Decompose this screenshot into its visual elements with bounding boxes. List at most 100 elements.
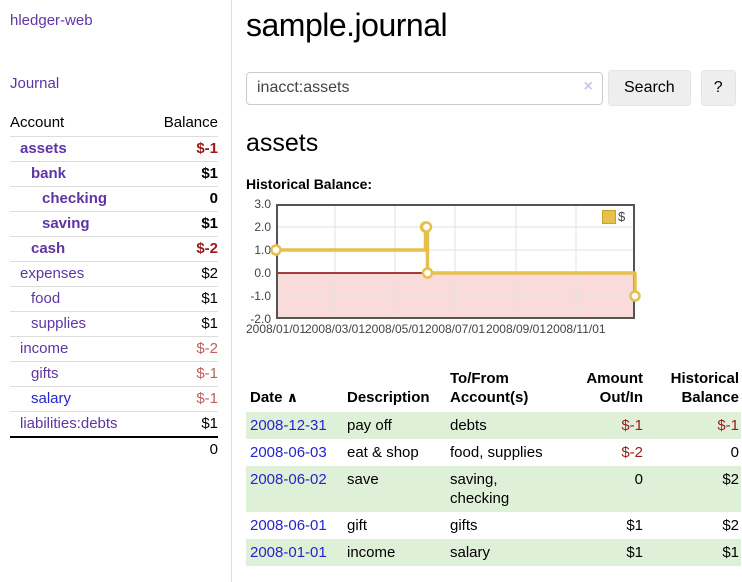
accounts-total-row: 0 xyxy=(10,436,218,462)
account-link[interactable]: liabilities:debts xyxy=(20,415,118,432)
account-link[interactable]: cash xyxy=(31,240,66,257)
transaction-row: 2008-06-01 gift gifts $1 $2 xyxy=(246,512,741,539)
x-tick-label: 2008/05/01 xyxy=(364,322,426,336)
amount-cell: $1 xyxy=(626,517,643,534)
y-tick-label: -1.0 xyxy=(250,289,271,303)
account-link[interactable]: supplies xyxy=(31,315,87,332)
account-name-cell: expenses xyxy=(10,261,149,287)
accounts-header-row: Account Balance xyxy=(10,111,218,137)
account-link[interactable]: gifts xyxy=(31,365,59,382)
y-tick-label: -2.0 xyxy=(250,312,271,326)
account-link[interactable]: salary xyxy=(31,390,72,407)
accounts-total-value: 0 xyxy=(148,436,218,462)
account-balance: 0 xyxy=(148,186,218,212)
sort-ascending-icon: ∧ xyxy=(286,389,299,405)
account-row: income $-2 xyxy=(10,336,218,362)
account-link[interactable]: saving xyxy=(42,215,90,232)
y-tick-label: 0.0 xyxy=(254,266,271,280)
sidebar-item-journal[interactable]: Journal xyxy=(10,75,60,92)
account-row: salary $-1 xyxy=(10,386,218,412)
accounts-cell: saving, checking xyxy=(450,471,510,507)
accounts-cell: gifts xyxy=(450,517,478,534)
account-name-cell: gifts xyxy=(10,361,149,387)
account-balance: $1 xyxy=(148,161,218,187)
clear-search-icon[interactable]: × xyxy=(583,77,593,95)
transaction-date-link[interactable]: 2008-06-03 xyxy=(250,444,327,461)
transaction-date-link[interactable]: 2008-06-02 xyxy=(250,471,327,488)
register-header-balance: Historical Balance xyxy=(670,370,739,406)
account-row: liabilities:debts $1 xyxy=(10,411,218,438)
account-row: assets $-1 xyxy=(10,136,218,162)
accounts-cell: food, supplies xyxy=(450,444,543,461)
account-balance: $1 xyxy=(148,286,218,312)
balance-cell: $-1 xyxy=(717,417,739,434)
legend-swatch xyxy=(602,209,616,224)
register-header-row: Date ∧ Description To/From Account(s) Amo… xyxy=(246,367,741,412)
account-name-cell: income xyxy=(10,336,149,362)
search-button[interactable]: Search xyxy=(608,70,691,106)
amount-cell: 0 xyxy=(634,471,643,488)
date-cell: 2008-12-31 xyxy=(246,412,343,439)
account-row: food $1 xyxy=(10,286,218,312)
account-row: bank $1 xyxy=(10,161,218,187)
transaction-date-link[interactable]: 2008-06-01 xyxy=(250,517,327,534)
accounts-header-balance: Balance xyxy=(148,111,218,137)
account-balance: $1 xyxy=(148,211,218,237)
account-balance: $1 xyxy=(148,311,218,337)
account-name-cell: bank xyxy=(10,161,149,187)
historical-balance-chart: 3.0 2.0 1.0 0.0 -1.0 -2.0 2008/01/01 2008/03/0… xyxy=(246,197,726,342)
account-link[interactable]: income xyxy=(20,340,69,357)
search-input[interactable] xyxy=(246,71,603,105)
description-cell: eat & shop xyxy=(347,444,419,461)
account-row: checking 0 xyxy=(10,186,218,212)
account-row: expenses $2 xyxy=(10,261,218,287)
balance-chart-svg xyxy=(270,204,641,319)
account-name-cell: cash xyxy=(10,236,149,262)
accounts-total-spacer xyxy=(10,436,149,462)
help-button[interactable]: ? xyxy=(700,70,736,106)
account-link[interactable]: expenses xyxy=(20,265,85,282)
date-cell: 2008-06-01 xyxy=(246,512,343,539)
chart-title: Historical Balance: xyxy=(246,176,373,192)
register-table: Date ∧ Description To/From Account(s) Amo… xyxy=(246,367,741,566)
app-title-link[interactable]: hledger-web xyxy=(10,12,93,29)
account-balance: $-1 xyxy=(148,136,218,162)
register-header-accounts: To/From Account(s) xyxy=(450,370,529,406)
account-link[interactable]: bank xyxy=(31,165,67,182)
x-tick-label: 2008/09/01 xyxy=(485,322,547,336)
description-cell: pay off xyxy=(347,417,392,434)
transaction-row: 2008-06-03 eat & shop food, supplies $-2 0 xyxy=(246,439,741,466)
account-name-cell: assets xyxy=(10,136,149,162)
description-cell: gift xyxy=(347,517,368,534)
account-row: saving $1 xyxy=(10,211,218,237)
account-link[interactable]: assets xyxy=(20,140,67,157)
transaction-date-link[interactable]: 2008-12-31 xyxy=(250,417,327,434)
account-name-cell: checking xyxy=(10,186,149,212)
accounts-header-account: Account xyxy=(10,111,149,137)
register-header-amount: Amount Out/In xyxy=(586,370,643,406)
amount-cell: $-1 xyxy=(621,417,643,434)
register-body: 2008-12-31 pay off debts $-1 $-1 2008-06-03 ea… xyxy=(246,412,741,566)
account-link[interactable]: checking xyxy=(42,190,108,207)
description-cell: save xyxy=(347,471,379,488)
accounts-table: Account Balance assets $-1 bank $1 checking 0… xyxy=(10,111,218,462)
account-balance: $-1 xyxy=(148,386,218,412)
balance-cell: 0 xyxy=(730,444,739,461)
account-link[interactable]: food xyxy=(31,290,61,307)
accounts-body: assets $-1 bank $1 checking 0 saving $1 cash $-2 e… xyxy=(10,136,218,438)
page-title: sample.journal xyxy=(246,7,448,43)
search-form: × Search ? xyxy=(246,70,742,106)
account-name-cell: saving xyxy=(10,211,149,237)
account-balance: $1 xyxy=(148,411,218,438)
register-header-date[interactable]: Date ∧ xyxy=(250,389,299,406)
account-balance: $-2 xyxy=(148,336,218,362)
balance-cell: $2 xyxy=(722,471,739,488)
transaction-date-link[interactable]: 2008-01-01 xyxy=(250,544,327,561)
accounts-cell: debts xyxy=(450,417,487,434)
account-row: cash $-2 xyxy=(10,236,218,262)
x-tick-label: 2008/07/01 xyxy=(424,322,486,336)
description-cell: income xyxy=(347,544,396,561)
y-tick-label: 1.0 xyxy=(254,243,271,257)
transaction-row: 2008-06-02 save saving, checking 0 $2 xyxy=(246,466,741,512)
amount-cell: $1 xyxy=(626,544,643,561)
